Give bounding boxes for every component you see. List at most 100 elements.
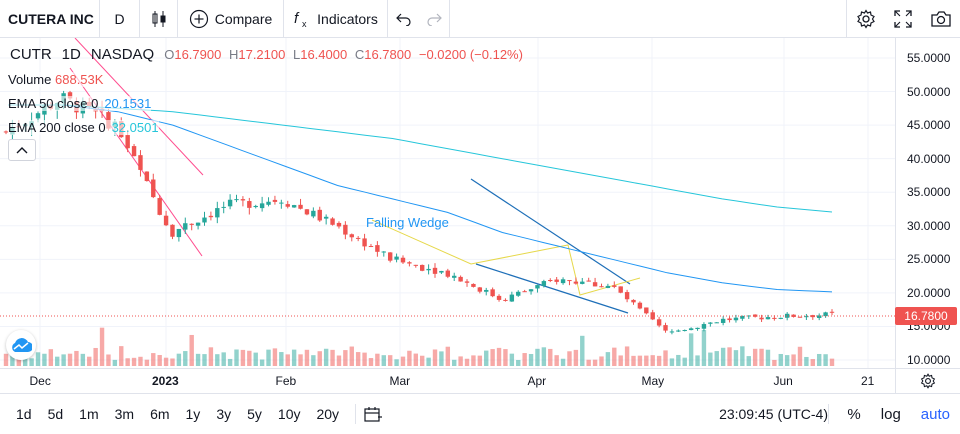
- ema200-legend[interactable]: EMA 200 close 0 32.0501: [8, 120, 159, 135]
- screenshot-button[interactable]: [922, 0, 960, 38]
- candle-body: [765, 317, 771, 320]
- compare-button[interactable]: Compare: [178, 0, 284, 38]
- candle-body: [349, 234, 354, 238]
- volume-bar: [624, 346, 630, 366]
- volume-bar: [484, 350, 489, 366]
- candle-body: [131, 146, 137, 157]
- log-toggle[interactable]: log: [880, 405, 901, 423]
- volume-bar: [202, 354, 207, 366]
- candle-body: [663, 325, 668, 331]
- candle-body: [605, 285, 611, 289]
- range-button-20y[interactable]: 20y: [316, 405, 340, 422]
- volume-bar: [23, 353, 28, 366]
- percent-toggle[interactable]: %: [847, 405, 861, 423]
- volume-bar: [688, 333, 694, 366]
- volume-bar: [330, 349, 335, 366]
- falling-wedge-label[interactable]: Falling Wedge: [366, 215, 449, 230]
- volume-bar: [42, 353, 47, 366]
- camera-icon: [931, 11, 951, 27]
- volume-bar: [119, 346, 124, 366]
- candle-body: [125, 135, 130, 149]
- candle-body: [528, 289, 534, 292]
- range-button-3m[interactable]: 3m: [114, 405, 135, 422]
- fx-icon: f x: [294, 10, 307, 29]
- candle-body: [516, 291, 521, 296]
- candle-body: [464, 281, 470, 283]
- candle-body: [752, 314, 758, 317]
- undo-icon[interactable]: [395, 12, 412, 26]
- volume-bar: [516, 359, 521, 366]
- candle-body: [688, 328, 694, 331]
- axis-settings-button[interactable]: [895, 368, 960, 393]
- volume-bar: [125, 358, 130, 366]
- drawing-tools: [69, 38, 641, 314]
- redo-icon[interactable]: [426, 12, 442, 26]
- candle-body: [458, 276, 463, 282]
- range-button-5y[interactable]: 5y: [247, 405, 262, 422]
- candles-icon: [152, 10, 165, 27]
- candle-body: [426, 268, 431, 271]
- chart-legend: CUTR 1D NASDAQ O16.7900 H17.2100 L16.400…: [10, 46, 523, 63]
- tradingview-logo[interactable]: [6, 330, 36, 360]
- price-chart[interactable]: Falling Wedge: [0, 38, 895, 368]
- volume-bar: [714, 351, 719, 366]
- candle-body: [343, 224, 348, 235]
- volume-bar: [368, 358, 374, 366]
- time-tick-label: Mar: [389, 374, 411, 388]
- fullscreen-button[interactable]: [884, 0, 922, 38]
- collapse-legend-button[interactable]: [8, 139, 36, 161]
- volume-bar: [823, 354, 828, 366]
- volume-bar: [234, 349, 239, 366]
- volume-bar: [535, 348, 540, 366]
- volume-bar: [413, 353, 418, 366]
- symbol-search-button[interactable]: CUTERA INC: [0, 0, 100, 38]
- candle-body: [714, 322, 719, 324]
- time-tick-label: Dec: [29, 374, 51, 388]
- volume-bar: [407, 350, 412, 366]
- candle-body: [720, 318, 726, 323]
- candle-body: [727, 318, 732, 321]
- wedge-upper-line: [470, 178, 631, 285]
- volume-bar: [708, 352, 713, 366]
- volume-bar: [298, 354, 303, 366]
- date-range-icon[interactable]: [364, 406, 383, 422]
- indicators-button[interactable]: f x Indicators: [284, 0, 388, 38]
- candle-body: [784, 313, 790, 318]
- separator: [355, 403, 357, 424]
- ema50-legend[interactable]: EMA 50 close 0 20.1531: [8, 96, 152, 111]
- range-button-1m[interactable]: 1m: [79, 405, 99, 422]
- volume-legend[interactable]: Volume 688.53K: [8, 72, 104, 87]
- candle-body: [496, 295, 502, 300]
- time-tick-label: 2023: [152, 374, 179, 388]
- candle-body: [381, 251, 386, 253]
- chart-type-button[interactable]: [140, 0, 178, 38]
- volume-bar: [291, 349, 297, 366]
- volume-bar: [362, 352, 367, 366]
- range-button-5d[interactable]: 5d: [47, 405, 64, 422]
- volume-bar: [445, 346, 451, 366]
- interval-button[interactable]: D: [100, 0, 140, 38]
- auto-toggle[interactable]: auto: [920, 405, 950, 423]
- candle-body: [317, 209, 322, 221]
- volume-bar: [67, 353, 73, 366]
- range-button-1d[interactable]: 1d: [16, 405, 32, 422]
- volume-bar: [695, 355, 700, 366]
- candle-body: [599, 286, 604, 288]
- volume-bar: [131, 357, 137, 366]
- settings-button[interactable]: [846, 0, 884, 38]
- range-button-10y[interactable]: 10y: [277, 405, 301, 422]
- candle-body: [624, 292, 630, 300]
- time-axis[interactable]: Dec 2023 Feb Mar Apr May Jun 21: [0, 368, 895, 393]
- volume-bar: [682, 357, 687, 366]
- volume-bar: [567, 351, 572, 366]
- volume-bar: [592, 359, 598, 366]
- candle-body: [272, 199, 278, 202]
- volume-bar: [48, 349, 54, 366]
- range-button-1y[interactable]: 1y: [185, 405, 201, 422]
- volume-bar: [612, 347, 617, 366]
- range-button-3y[interactable]: 3y: [216, 405, 232, 422]
- clock[interactable]: 23:09:45 (UTC-4): [719, 406, 828, 422]
- volume-bar: [458, 356, 463, 366]
- candle-body: [3, 131, 9, 133]
- range-button-6m[interactable]: 6m: [150, 405, 170, 422]
